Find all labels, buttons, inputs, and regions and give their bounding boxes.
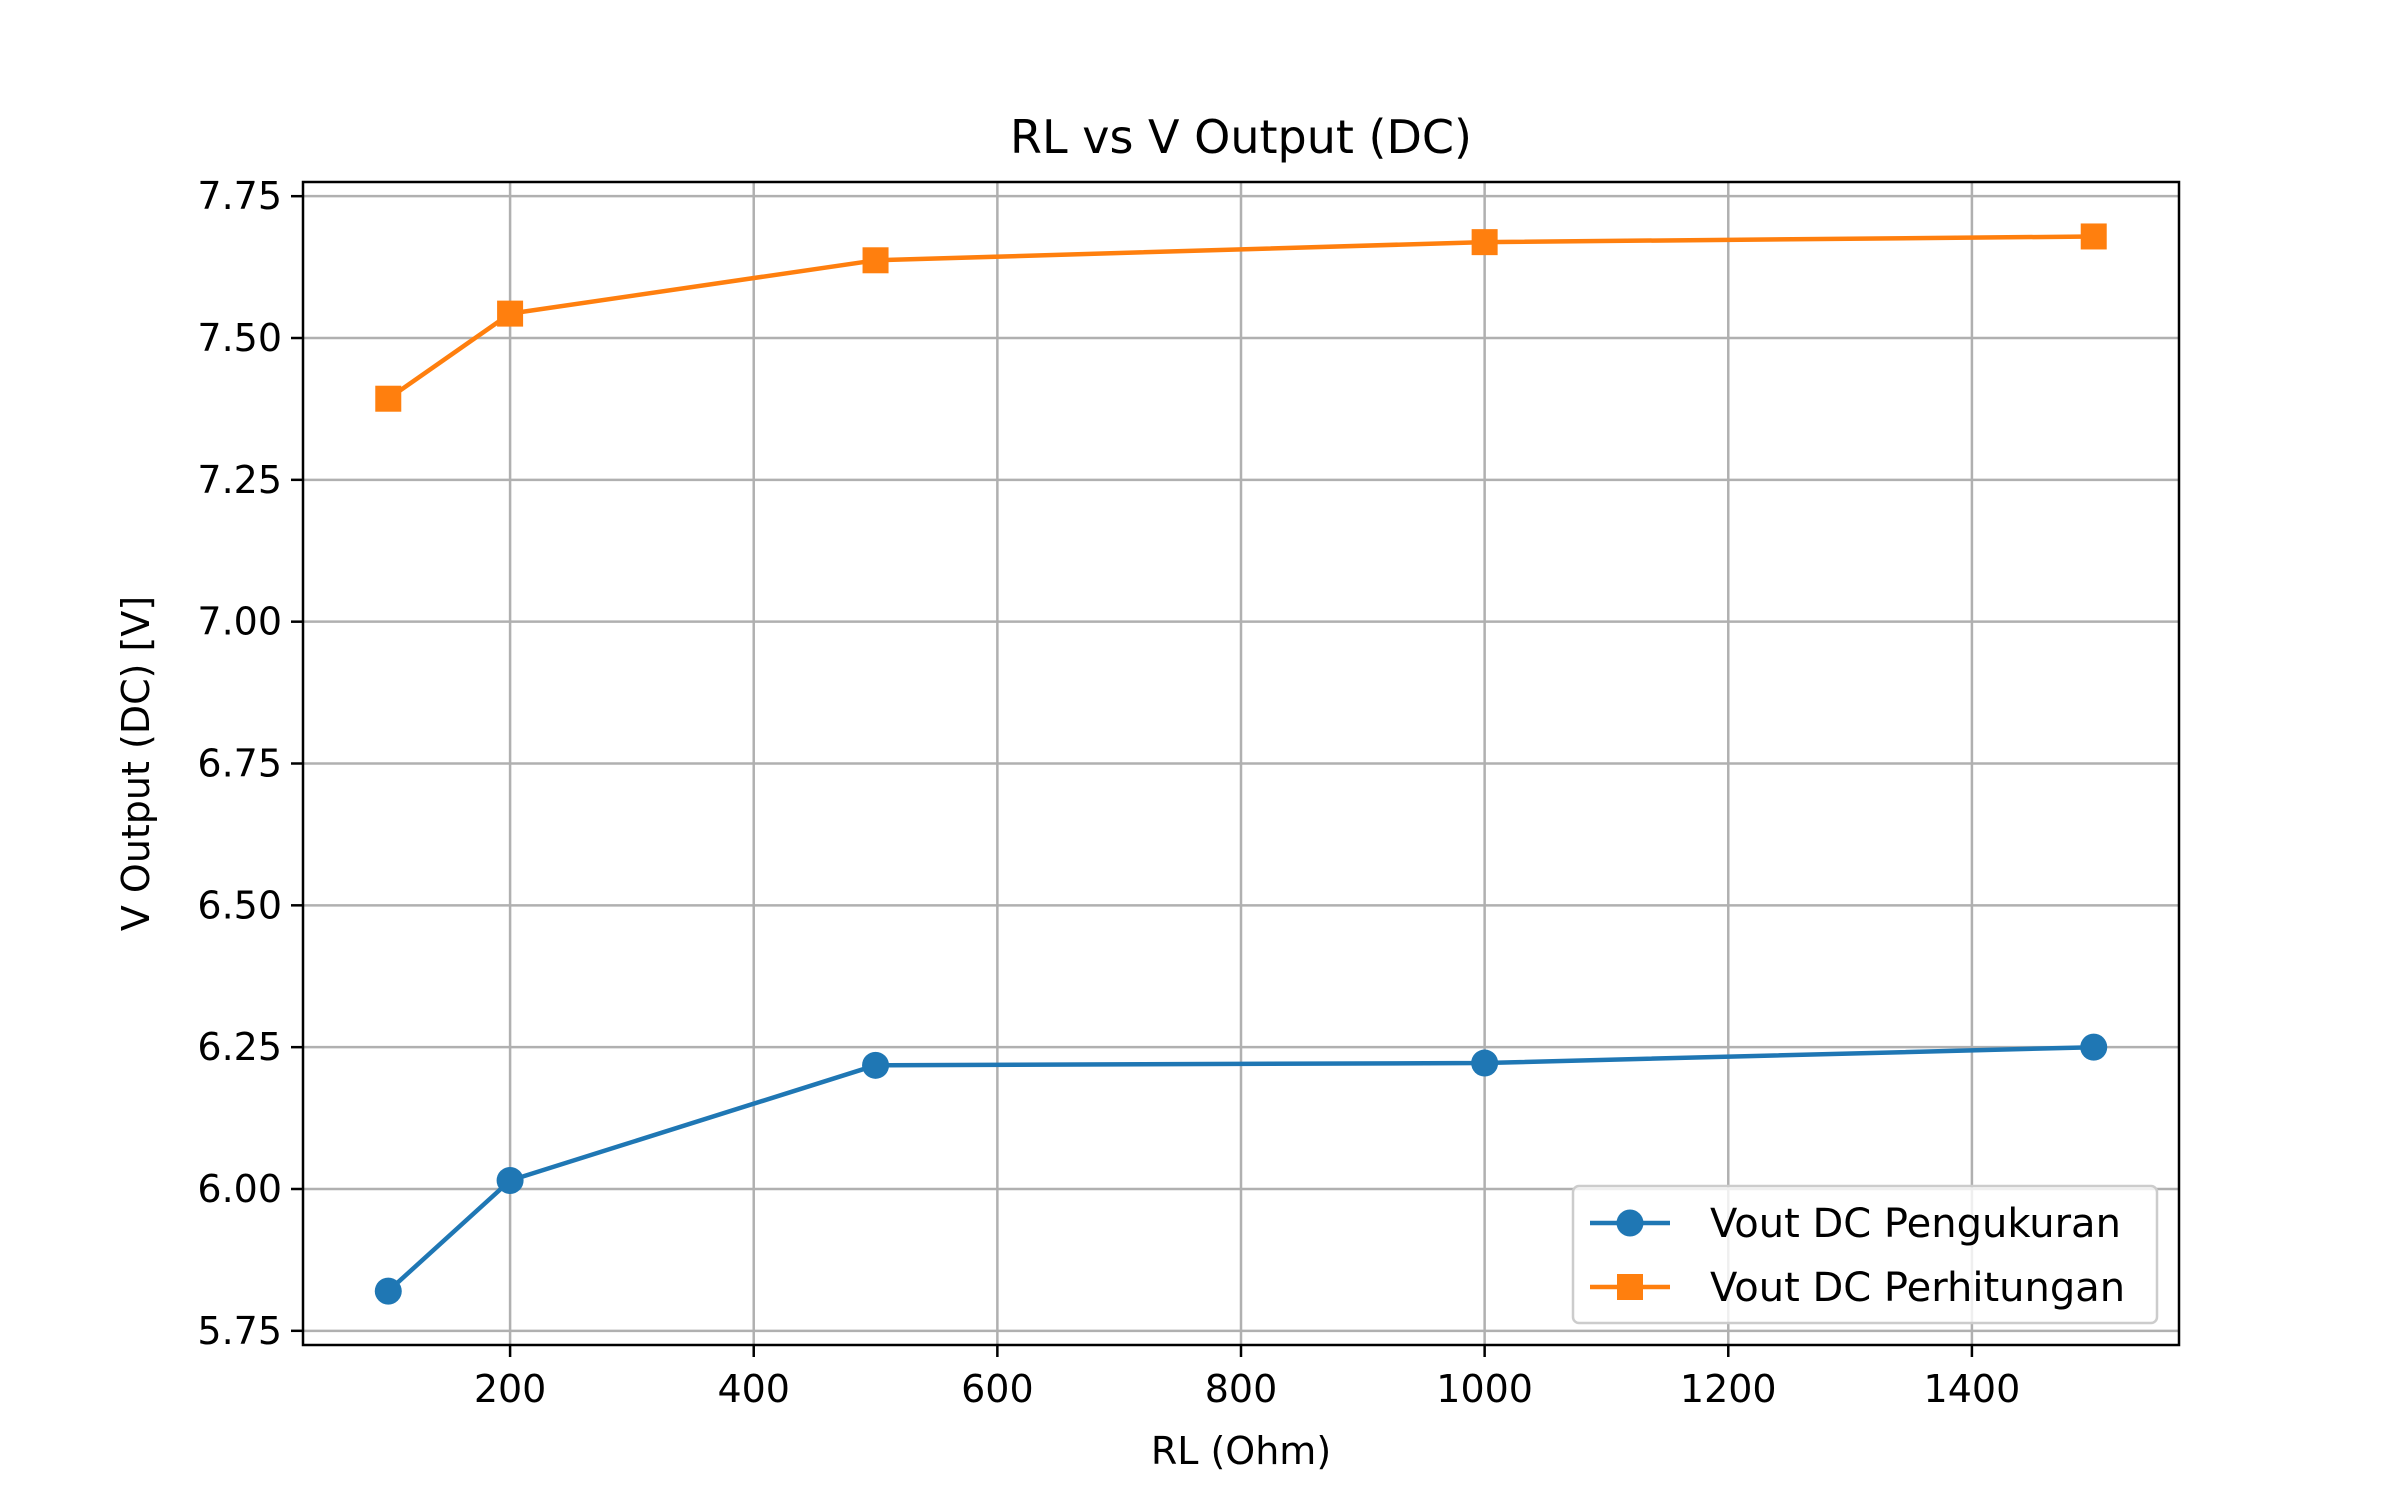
x-tick-label: 1400	[1924, 1367, 2021, 1411]
data-point-square	[497, 300, 524, 327]
axis-ticks: 200 400 600 800 1000 1200 1400 5.75 6.00 6.25 6.50…	[197, 174, 2020, 1411]
y-axis-label: V Output (DC) [V]	[114, 596, 158, 931]
y-tick-label: 5.75	[197, 1309, 282, 1353]
x-tick-label: 200	[474, 1367, 547, 1411]
y-tick-label: 7.25	[197, 458, 282, 502]
y-tick-label: 6.00	[197, 1167, 282, 1211]
legend-items: Vout DC Pengukuran Vout DC Perhitungan	[1590, 1201, 2125, 1311]
y-tick-label: 7.00	[197, 600, 282, 644]
data-point-circle	[496, 1166, 524, 1194]
grid	[303, 182, 2179, 1345]
y-tick-label: 6.50	[197, 883, 282, 927]
data-point-square	[1471, 229, 1498, 256]
data-point-square	[2080, 223, 2107, 250]
legend-label: Vout DC Perhitungan	[1710, 1265, 2125, 1311]
data-point-circle	[1471, 1049, 1499, 1077]
x-tick-label: 800	[1205, 1367, 1278, 1411]
series-2	[375, 223, 2107, 412]
series-layer	[374, 223, 2108, 1305]
series-1	[374, 1033, 2108, 1305]
data-point-circle	[374, 1277, 402, 1305]
legend-marker-square	[1617, 1274, 1643, 1300]
x-axis-label: RL (Ohm)	[1151, 1429, 1331, 1473]
x-tick-label: 1200	[1680, 1367, 1777, 1411]
legend-label: Vout DC Pengukuran	[1710, 1201, 2121, 1247]
data-point-square	[862, 247, 889, 274]
x-tick-label: 400	[717, 1367, 790, 1411]
x-tick-label: 1000	[1436, 1367, 1533, 1411]
legend-box	[1571, 1184, 2159, 1325]
data-point-circle	[862, 1051, 890, 1079]
y-tick-label: 6.75	[197, 742, 282, 786]
data-point-circle	[2080, 1033, 2108, 1061]
legend-item: Vout DC Perhitungan	[1590, 1265, 2125, 1311]
y-tick-label: 7.50	[197, 316, 282, 360]
y-tick-label: 6.25	[197, 1025, 282, 1069]
legend-item: Vout DC Pengukuran	[1590, 1201, 2121, 1247]
data-point-square	[375, 385, 402, 412]
chart-title: RL vs V Output (DC)	[1010, 110, 1472, 164]
legend-marker-circle	[1616, 1209, 1644, 1237]
x-tick-label: 600	[961, 1367, 1034, 1411]
y-tick-label: 7.75	[197, 174, 282, 218]
legend: Vout DC Pengukuran Vout DC Perhitungan	[1571, 1184, 2159, 1325]
